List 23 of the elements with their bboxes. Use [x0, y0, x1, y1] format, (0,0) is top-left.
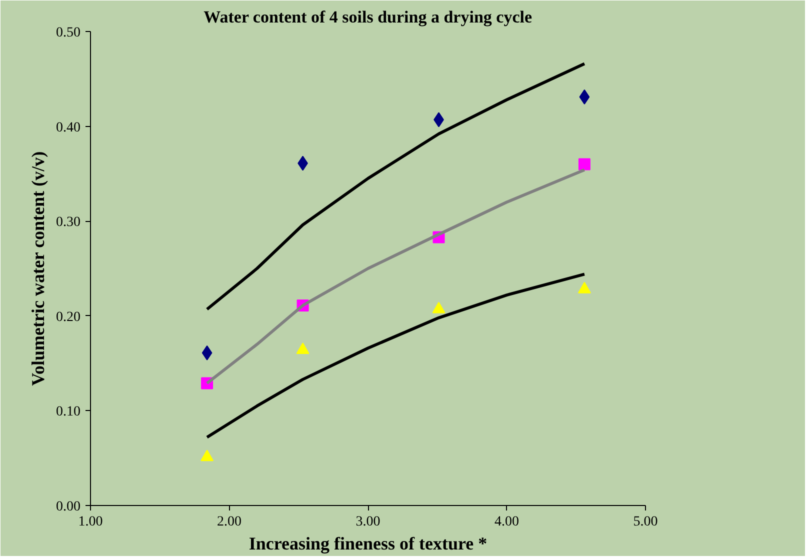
- y-tick-label: 0.30: [56, 215, 80, 230]
- point: [200, 450, 214, 462]
- y-tick-label: 0.00: [56, 500, 80, 514]
- y-tick-label: 0.50: [56, 26, 80, 40]
- point: [579, 89, 590, 104]
- line-series: [206, 62, 586, 311]
- y-tick-label: 0.10: [56, 404, 80, 420]
- point: [296, 342, 310, 354]
- x-tick-label: 4.00: [494, 514, 519, 530]
- line-series: [206, 272, 586, 439]
- y-axis-title: Volumetric water content (v/v): [28, 151, 48, 386]
- x-tick-label: 5.00: [633, 514, 658, 530]
- point: [578, 158, 590, 170]
- x-tick-label: 3.00: [356, 514, 380, 530]
- point: [202, 345, 212, 360]
- chart-title: Water content of 4 soils during a drying cycle: [204, 8, 532, 26]
- x-tick-label: 2.00: [217, 514, 242, 530]
- point: [432, 302, 446, 314]
- x-tick-label: 1.00: [78, 514, 103, 530]
- y-tick-label: 0.20: [56, 310, 80, 325]
- y-tick-label: 0.40: [56, 120, 80, 136]
- point: [578, 282, 591, 294]
- x-axis-title: Increasing fineness of texture *: [248, 534, 488, 554]
